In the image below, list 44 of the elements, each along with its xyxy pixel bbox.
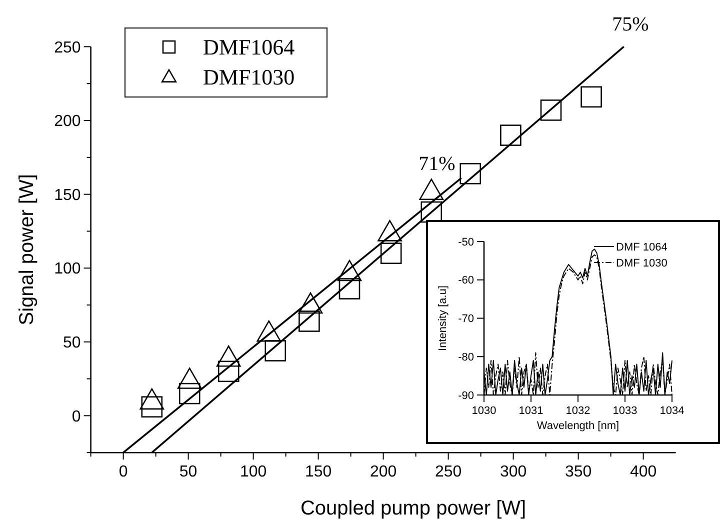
y-tick-label: -60: [458, 274, 474, 287]
x-axis-title: Coupled pump power [W]: [300, 498, 526, 520]
point: [178, 382, 200, 404]
series-label: 75%: [612, 14, 649, 36]
y-tick-label: 50: [63, 334, 81, 352]
point: [380, 242, 402, 264]
point: [540, 100, 562, 121]
y-tick-label: -50: [458, 236, 474, 248]
legend-label: DMF 1064: [616, 241, 668, 254]
y-axis-title: Intensity [a.u]: [437, 286, 449, 351]
point: [460, 162, 482, 184]
x-axis-title: Wavelength [nm]: [536, 420, 620, 432]
x-tick-label: 100: [240, 464, 267, 481]
point: [298, 310, 320, 332]
legend-label: DMF 1030: [616, 257, 668, 270]
point: [580, 86, 602, 108]
x-tick-label: 1034: [660, 405, 684, 417]
y-tick-label: 150: [54, 186, 81, 204]
x-tick-label: 250: [434, 464, 462, 481]
legend-label: DMF1064: [203, 34, 295, 60]
y-tick-label: -70: [458, 313, 474, 326]
x-tick-label: 200: [370, 464, 397, 481]
x-tick-label: 1032: [566, 405, 590, 417]
x-tick-label: 400: [630, 464, 657, 481]
y-tick-label: 250: [54, 39, 81, 56]
x-tick-label: 300: [500, 464, 527, 481]
y-tick-label: -90: [458, 390, 474, 402]
x-tick-label: 1030: [472, 405, 496, 417]
y-tick-label: -80: [458, 351, 474, 364]
point: [500, 124, 522, 146]
y-axis-title: Signal power [W]: [16, 174, 38, 326]
point: [338, 278, 360, 300]
y-tick-label: 200: [54, 113, 81, 130]
x-tick-label: 1031: [518, 405, 544, 417]
x-tick-label: 0: [118, 464, 128, 481]
x-tick-label: 150: [304, 464, 332, 481]
x-tick-label: 350: [564, 464, 592, 481]
point: [218, 360, 240, 382]
legend-label: DMF1030: [203, 64, 295, 90]
series-label: 71%: [418, 153, 456, 176]
x-tick-label: 50: [179, 464, 198, 481]
x-tick-label: 1033: [612, 405, 638, 417]
y-tick-label: 100: [54, 260, 81, 278]
point: [264, 340, 286, 362]
